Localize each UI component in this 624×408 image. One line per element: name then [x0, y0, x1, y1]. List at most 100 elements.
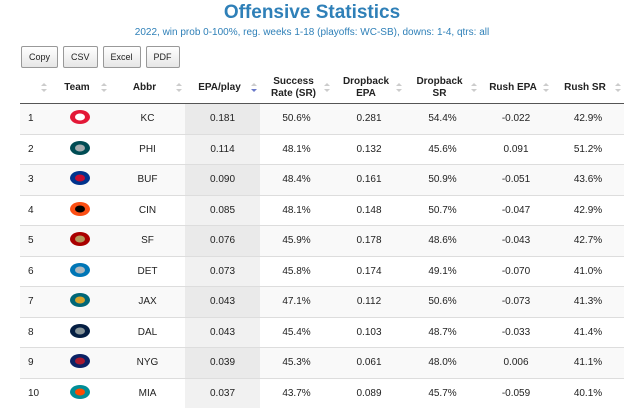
- data-cell: 43.6%: [552, 164, 624, 195]
- data-cell: 0.039: [185, 347, 260, 378]
- data-cell: NYG: [110, 347, 185, 378]
- team-logo-cell: [50, 194, 110, 226]
- export-button[interactable]: PDF: [145, 46, 180, 68]
- data-cell: 0.085: [185, 194, 260, 226]
- data-cell: -0.059: [480, 377, 552, 408]
- table-row: 9 NYG 0.039 45.3% 0.061 48.0% 0.006 41.1%: [20, 347, 624, 378]
- data-cell: 47.1%: [260, 286, 333, 317]
- rank-cell: 6: [20, 255, 50, 287]
- team-logo: [70, 201, 90, 216]
- data-cell: 0.073: [185, 255, 260, 287]
- data-cell: 54.4%: [405, 103, 480, 134]
- data-cell: 0.061: [333, 347, 405, 378]
- rank-cell: 5: [20, 225, 50, 256]
- data-cell: BUF: [110, 164, 185, 195]
- data-cell: 0.089: [333, 377, 405, 408]
- data-cell: -0.022: [480, 103, 552, 134]
- rank-cell: 8: [20, 316, 50, 348]
- data-cell: 0.178: [333, 225, 405, 256]
- column-header[interactable]: EPA/play: [185, 72, 260, 104]
- export-button[interactable]: Excel: [102, 46, 141, 68]
- data-cell: 41.0%: [552, 255, 624, 287]
- data-cell: 0.006: [480, 347, 552, 378]
- rank-cell: 3: [20, 164, 50, 195]
- data-cell: 0.114: [185, 133, 260, 165]
- table-row: 5 SF 0.076 45.9% 0.178 48.6% -0.043 42.7%: [20, 225, 624, 256]
- data-cell: 45.8%: [260, 255, 333, 287]
- table-row: 4 CIN 0.085 48.1% 0.148 50.7% -0.047 42.9%: [20, 194, 624, 226]
- table-row: 3 BUF 0.090 48.4% 0.161 50.9% -0.051 43.6%: [20, 164, 624, 195]
- team-logo: [70, 110, 90, 125]
- rank-cell: 9: [20, 347, 50, 378]
- data-cell: 41.1%: [552, 347, 624, 378]
- data-cell: JAX: [110, 286, 185, 317]
- data-cell: 51.2%: [552, 133, 624, 165]
- data-cell: MIA: [110, 377, 185, 408]
- table-row: 7 JAX 0.043 47.1% 0.112 50.6% -0.073 41.3%: [20, 286, 624, 317]
- export-button[interactable]: Copy: [21, 46, 59, 68]
- team-logo: [70, 232, 90, 247]
- data-cell: 48.7%: [405, 316, 480, 348]
- data-cell: 48.0%: [405, 347, 480, 378]
- data-cell: 0.112: [333, 286, 405, 317]
- column-header[interactable]: Dropback EPA: [333, 72, 405, 104]
- data-cell: 0.043: [185, 316, 260, 348]
- team-logo-cell: [50, 133, 110, 165]
- team-logo-cell: [50, 347, 110, 378]
- data-cell: 0.281: [333, 103, 405, 134]
- data-cell: 41.4%: [552, 316, 624, 348]
- data-cell: 50.6%: [405, 286, 480, 317]
- data-cell: PHI: [110, 133, 185, 165]
- data-cell: 48.1%: [260, 194, 333, 226]
- data-cell: 50.7%: [405, 194, 480, 226]
- table-row: 6 DET 0.073 45.8% 0.174 49.1% -0.070 41.0%: [20, 255, 624, 287]
- button-bar: Copy CSV Excel PDF: [21, 46, 180, 68]
- column-header[interactable]: Abbr: [110, 72, 185, 104]
- header-row: Team Abbr EPA/play Success Rate (SR) Dropbac…: [20, 72, 624, 104]
- data-cell: 45.3%: [260, 347, 333, 378]
- data-cell: 0.091: [480, 133, 552, 165]
- data-cell: 45.4%: [260, 316, 333, 348]
- data-cell: 0.148: [333, 194, 405, 226]
- data-cell: 0.181: [185, 103, 260, 134]
- data-cell: -0.073: [480, 286, 552, 317]
- rank-cell: 4: [20, 194, 50, 226]
- data-cell: DET: [110, 255, 185, 287]
- column-header[interactable]: Rush SR: [552, 72, 624, 104]
- rank-cell: 1: [20, 103, 50, 134]
- data-cell: 42.9%: [552, 103, 624, 134]
- column-header[interactable]: Success Rate (SR): [260, 72, 333, 104]
- data-cell: KC: [110, 103, 185, 134]
- team-logo: [70, 384, 90, 399]
- team-logo: [70, 293, 90, 308]
- table-row: 1 KC 0.181 50.6% 0.281 54.4% -0.022 42.9%: [20, 103, 624, 134]
- data-cell: 43.7%: [260, 377, 333, 408]
- data-cell: 48.6%: [405, 225, 480, 256]
- data-cell: 48.1%: [260, 133, 333, 165]
- rank-header[interactable]: [20, 72, 50, 104]
- team-logo-cell: [50, 377, 110, 408]
- subtitle: 2022, win prob 0-100%, reg. weeks 1-18 (…: [134, 27, 490, 38]
- data-cell: DAL: [110, 316, 185, 348]
- team-logo: [70, 262, 90, 277]
- column-header[interactable]: Team: [50, 72, 110, 104]
- data-cell: -0.033: [480, 316, 552, 348]
- data-cell: 45.7%: [405, 377, 480, 408]
- table-row: 2 PHI 0.114 48.1% 0.132 45.6% 0.091 51.2%: [20, 133, 624, 165]
- data-cell: 49.1%: [405, 255, 480, 287]
- data-cell: 0.132: [333, 133, 405, 165]
- data-cell: 0.103: [333, 316, 405, 348]
- column-header[interactable]: Rush EPA: [480, 72, 552, 104]
- team-logo-cell: [50, 164, 110, 195]
- team-logo: [70, 171, 90, 186]
- stats-table: Team Abbr EPA/play Success Rate (SR) Dropbac…: [20, 72, 624, 408]
- data-cell: 0.043: [185, 286, 260, 317]
- export-button[interactable]: CSV: [63, 46, 98, 68]
- data-cell: 0.174: [333, 255, 405, 287]
- rank-cell: 2: [20, 133, 50, 165]
- rank-cell: 10: [20, 377, 50, 408]
- table-row: 8 DAL 0.043 45.4% 0.103 48.7% -0.033 41.4%: [20, 316, 624, 348]
- column-header[interactable]: Dropback SR: [405, 72, 480, 104]
- team-logo-cell: [50, 316, 110, 348]
- team-logo-cell: [50, 255, 110, 287]
